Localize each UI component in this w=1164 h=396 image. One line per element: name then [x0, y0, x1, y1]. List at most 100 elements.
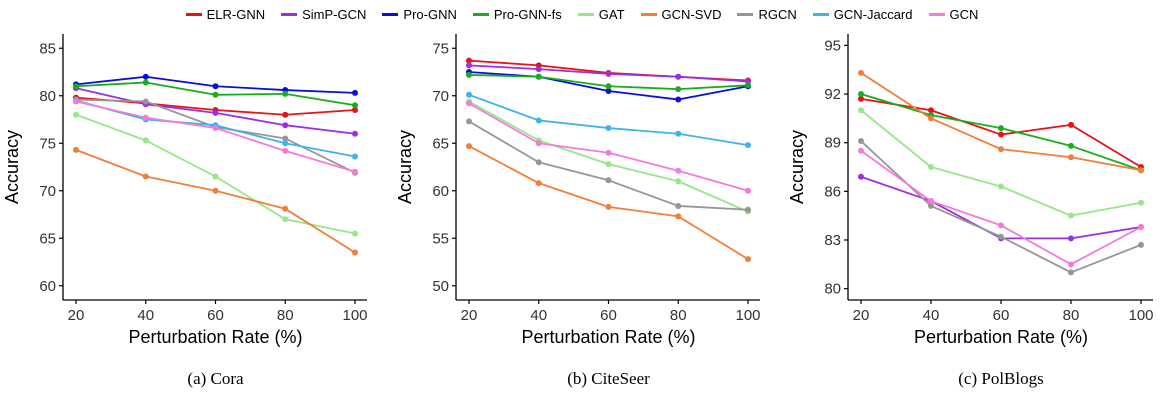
data-point-rgcn [928, 202, 934, 209]
data-point-gcn-svd [858, 69, 864, 76]
x-axis-label: Perturbation Rate (%) [914, 327, 1088, 347]
data-point-simp-gcn [466, 62, 472, 69]
data-point-simp-gcn [282, 122, 289, 129]
data-point-gat [1068, 212, 1074, 219]
legend-item-simp-gcn: SimP-GCN [281, 7, 366, 22]
y-tick-label: 75 [432, 40, 449, 57]
data-point-rgcn [675, 202, 682, 209]
legend-swatch [281, 12, 298, 16]
legend-swatch [737, 12, 754, 16]
data-point-simp-gcn [535, 66, 542, 73]
data-point-gcn-jaccard [535, 117, 542, 124]
legend-item-gcn-svd: GCN-SVD [640, 6, 722, 22]
legend-swatch [382, 12, 399, 16]
data-point-gcn [858, 147, 864, 154]
series-line-gat [468, 100, 749, 213]
data-point-pro-gnn-fs [142, 79, 149, 86]
data-point-gcn-svd [998, 146, 1004, 153]
data-point-elr-gnn [998, 131, 1004, 138]
data-point-simp-gcn [212, 109, 219, 116]
y-axis-label: Accuracy [2, 130, 22, 204]
x-axis-label: Perturbation Rate (%) [128, 327, 302, 347]
data-point-pro-gnn-fs [352, 102, 358, 109]
data-point-simp-gcn [858, 173, 864, 180]
legend-label: GCN-Jaccard [833, 6, 913, 22]
y-tick-label: 55 [432, 230, 449, 247]
data-point-gcn [535, 140, 542, 147]
data-point-gcn [142, 114, 149, 121]
data-point-gcn-svd [282, 205, 289, 212]
data-point-gat [928, 164, 934, 170]
legend: ELR-GNN SimP-GCN Pro-GNN Pro-GNN-fs GAT GCN-S… [0, 0, 1164, 28]
data-point-gat [858, 107, 864, 114]
data-point-pro-gnn-fs [1068, 142, 1074, 149]
legend-label: Pro-GNN [403, 6, 457, 22]
y-tick-label: 80 [824, 281, 841, 298]
data-point-rgcn [605, 177, 612, 184]
data-point-rgcn [858, 138, 864, 145]
legend-item-rgcn: RGCN [737, 6, 797, 22]
data-point-gcn [352, 168, 358, 175]
data-point-pro-gnn [212, 83, 219, 90]
data-point-elr-gnn [282, 111, 289, 118]
data-point-gcn-svd [142, 173, 149, 180]
data-point-pro-gnn-fs [282, 90, 289, 97]
legend-item-elr-gnn: ELR-GNN [185, 6, 266, 22]
y-tick-label: 92 [824, 86, 841, 103]
data-point-gat [282, 216, 289, 223]
y-tick-label: 86 [824, 183, 841, 200]
data-point-gat [352, 230, 358, 237]
data-point-gcn [675, 167, 682, 174]
chart-panel-3: 80 83 86 89 92 95 20 40 60 80 100 Perturbation Rate… [787, 34, 1154, 388]
data-point-gcn-svd [675, 213, 682, 220]
data-point-pro-gnn-fs [858, 91, 864, 98]
legend-item-gcn-jaccard: GCN-Jaccard [812, 6, 913, 22]
x-tick-label: 100 [342, 307, 367, 324]
data-point-elr-gnn [1068, 121, 1074, 128]
data-point-gat [675, 178, 682, 185]
x-tick-label: 20 [68, 307, 85, 324]
data-point-gcn-svd [1138, 167, 1144, 174]
data-point-pro-gnn-fs [745, 82, 751, 89]
y-tick-label: 70 [432, 88, 449, 105]
data-point-elr-gnn [352, 107, 358, 113]
data-point-rgcn [1068, 269, 1074, 276]
x-tick-label: 60 [993, 307, 1010, 324]
data-point-simp-gcn [605, 70, 612, 77]
data-point-pro-gnn-fs [675, 86, 682, 93]
legend-label: RGCN [758, 6, 797, 22]
x-tick-label: 60 [207, 307, 224, 324]
panel-caption: (c) PolBlogs [958, 369, 1043, 388]
y-tick-label: 85 [39, 40, 56, 57]
x-tick-label: 80 [1063, 307, 1080, 324]
data-point-gat [1138, 199, 1144, 206]
data-point-gcn [928, 198, 934, 205]
legend-label: ELR-GNN [206, 6, 266, 22]
x-tick-label: 40 [923, 307, 940, 324]
data-point-gcn-jaccard [675, 130, 682, 137]
legend-item-pro-gnn-fs: Pro-GNN-fs [472, 6, 562, 22]
data-point-gcn-svd [1068, 154, 1074, 161]
data-point-elr-gnn [928, 107, 934, 114]
x-axis-label: Perturbation Rate (%) [521, 327, 695, 347]
series-line-gcn-svd [75, 149, 356, 254]
legend-label: Pro-GNN-fs [493, 6, 562, 22]
x-tick-label: 40 [530, 307, 547, 324]
data-point-rgcn [142, 98, 149, 105]
data-point-gcn-svd [352, 249, 358, 256]
y-tick-label: 83 [824, 232, 841, 249]
data-point-gcn-svd [745, 256, 751, 263]
legend-label: GAT [598, 6, 625, 22]
x-tick-label: 20 [853, 307, 870, 324]
x-tick-label: 80 [670, 307, 687, 324]
legend-swatch [577, 12, 594, 16]
data-point-pro-gnn-fs [212, 91, 219, 98]
legend-item-gat: GAT [577, 6, 625, 22]
legend-label: GCN-SVD [661, 6, 722, 22]
chart-panel-1: 60 65 70 75 80 85 20 40 60 80 100 Perturbation Rate… [2, 34, 368, 388]
data-point-gcn [1138, 224, 1144, 231]
legend-swatch [185, 12, 202, 16]
data-point-gat [212, 173, 219, 180]
legend-swatch [812, 12, 829, 16]
y-tick-label: 75 [39, 135, 56, 152]
